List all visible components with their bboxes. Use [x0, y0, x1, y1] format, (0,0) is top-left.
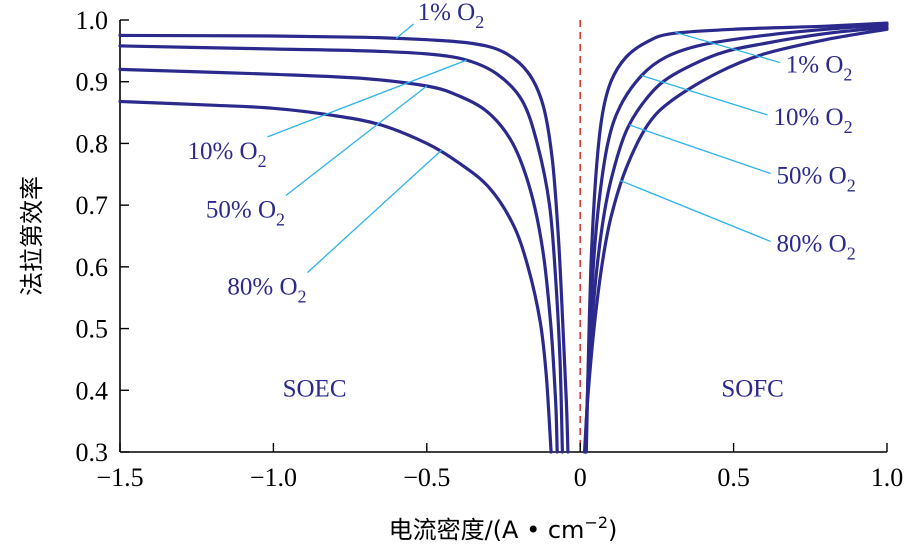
annotation-label-soec-2: 50% O2 [206, 196, 285, 229]
y-tick-label: 0.3 [76, 438, 109, 467]
y-tick-label: 1.0 [76, 6, 109, 35]
annotation-label-sofc-1: 10% O2 [773, 104, 852, 137]
annotation-pct: 80% O [777, 230, 847, 257]
annotation-label-soec-0: 1% O2 [418, 0, 485, 32]
curves-layer [118, 21, 889, 454]
annotation-pct: 10% O [773, 104, 843, 131]
annotation-label-sofc-0: 1% O2 [786, 51, 853, 84]
y-tick-label: 0.4 [76, 376, 109, 405]
x-tick-label: 0.5 [717, 463, 750, 492]
annotation-sub: 2 [844, 117, 853, 137]
x-axis-title: 电流密度/(A • cm−2) [389, 513, 618, 544]
annotation-label-soec-3: 80% O2 [227, 274, 306, 307]
annotation-sub: 2 [843, 64, 852, 84]
region-label-soec: SOEC [283, 375, 347, 402]
x-axis-title-sup: −2 [584, 513, 608, 532]
annotation-pct: 50% O [777, 163, 847, 190]
annotation-pct: 1% O [786, 51, 844, 78]
y-tick-label: 0.8 [76, 129, 109, 158]
annotation-leader-sofc-3 [619, 179, 771, 243]
x-tick-label: −0.5 [403, 463, 450, 492]
y-tick-label: 0.9 [76, 68, 109, 97]
annotation-leader-sofc-2 [629, 124, 771, 175]
annotation-leader-sofc-0 [675, 31, 780, 64]
y-tick-label: 0.6 [76, 253, 109, 282]
y-tick-label: 0.7 [76, 191, 109, 220]
region-label-sofc: SOFC [721, 375, 784, 402]
annotation-pct: 50% O [206, 196, 276, 223]
annotation-leader-soec-1 [267, 59, 467, 138]
plot-area [119, 20, 887, 453]
annotation-leader-soec-3 [306, 149, 443, 274]
region-labels: SOEC SOFC [283, 375, 784, 402]
annotation-sub: 2 [847, 176, 856, 196]
curve-sofc-series-3 [582, 27, 889, 454]
annotation-sub: 2 [258, 151, 267, 171]
x-axis-title-main: 电流密度/(A • cm [389, 516, 585, 544]
curve-soec-series-3 [118, 99, 553, 454]
x-tick-label: −1.0 [250, 463, 297, 492]
annotation-label-sofc-2: 50% O2 [777, 163, 856, 196]
curve-soec-series-1 [118, 44, 564, 454]
annotation-pct: 80% O [227, 274, 297, 301]
x-tick-label: 1.0 [871, 463, 904, 492]
curve-soec-series-2 [118, 67, 559, 454]
annotation-leader-soec-0 [395, 23, 415, 40]
x-tick-label: 0 [574, 463, 587, 492]
annotation-label-soec-1: 10% O2 [187, 138, 266, 171]
curve-soec-series-0 [118, 33, 570, 454]
annotation-leader-soec-2 [285, 85, 428, 196]
x-tick-label: −1.5 [96, 463, 143, 492]
y-tick-label: 0.5 [76, 315, 109, 344]
annotation-label-sofc-3: 80% O2 [777, 230, 856, 263]
y-axis-title: 法拉第效率 [18, 176, 46, 296]
annotation-sub: 2 [276, 209, 285, 229]
annotation-pct: 10% O [187, 138, 257, 165]
annotation-leader-sofc-1 [641, 74, 768, 116]
annotation-sub: 2 [847, 243, 856, 263]
annotation-sub: 2 [298, 287, 307, 307]
x-axis-title-tail: ) [608, 516, 617, 544]
annotation-pct: 1% O [418, 0, 476, 26]
curve-sofc-series-1 [584, 23, 889, 454]
ticks-layer: −1.5 −1.0 −0.5 0 0.5 1.0 0.3 0.4 0.5 0.6 0.7 0.8 0.9… [76, 6, 904, 492]
annotation-sub: 2 [475, 12, 484, 32]
curve-sofc-series-2 [583, 25, 889, 454]
